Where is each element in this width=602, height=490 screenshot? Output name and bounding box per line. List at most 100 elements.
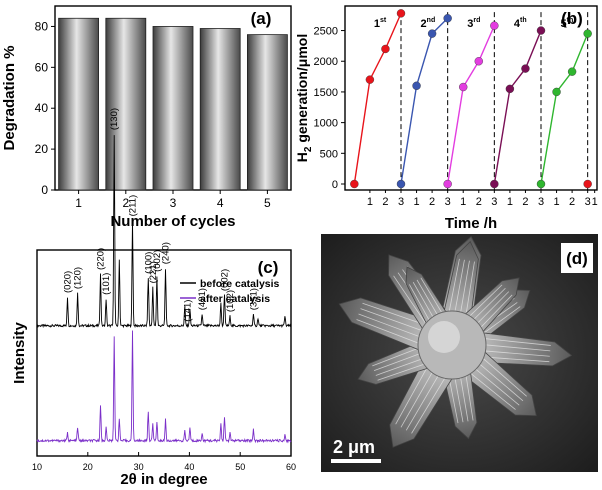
y-tick-label: 1000 — [314, 118, 338, 130]
x-axis-title: Time /h — [445, 215, 497, 232]
peak-label: (211) — [128, 195, 139, 216]
panel-a-chart: 1 2 3 4 5 0 20 40 60 80 Number of cycles Degradatio… — [1, 5, 292, 230]
data-point-3rd — [459, 82, 468, 92]
data-point-4th — [521, 64, 530, 73]
x-tick-label: 1 — [592, 196, 598, 208]
peak-label: (120) — [73, 267, 84, 289]
y-axis-title: Degradation % — [1, 45, 18, 150]
x-tick-label: 20 — [83, 462, 93, 472]
panel-c-tag: (c) — [258, 258, 279, 277]
peak-label: (240) — [161, 242, 172, 264]
bar-cycle-1 — [58, 17, 99, 191]
data-point-2nd — [396, 179, 406, 189]
x-tick-label: 3 — [398, 196, 404, 208]
bar-cycle-4 — [199, 28, 241, 191]
series-line-2nd — [400, 17, 449, 185]
data-point-1st — [396, 9, 406, 18]
x-tick-label: 2 — [569, 196, 575, 208]
cycle-label-3rd: 3rd — [467, 17, 480, 30]
peak-label: (102) — [225, 290, 236, 312]
y-tick-label: 2000 — [314, 56, 338, 68]
peak-label: (220) — [96, 248, 107, 270]
y-axis-title: Intensity — [11, 322, 28, 384]
y-tick-label: 0 — [41, 183, 48, 197]
x-tick-label: 50 — [235, 462, 245, 472]
panel-a-tag: (a) — [251, 9, 272, 28]
panel-d-tag-box — [561, 243, 593, 273]
panel-d-tag: (d) — [566, 249, 588, 268]
data-point-4th — [490, 179, 499, 189]
cycle-label-4th: 4th — [514, 17, 527, 30]
legend-label: after catalysis — [200, 293, 270, 305]
panel-b-frame — [344, 5, 598, 191]
x-tick-label: 1 — [367, 196, 373, 208]
x-tick-label: 3 — [491, 196, 497, 208]
cycle-label-2nd: 2nd — [421, 17, 436, 30]
x-tick-label: 3 — [445, 196, 451, 208]
panel-d-sem-image: (d) 2 μm — [321, 234, 598, 472]
data-point-5th — [552, 87, 561, 97]
y-tick-label: 60 — [35, 60, 49, 74]
panel-b-tag: (b) — [561, 9, 583, 28]
x-tick-label: 10 — [32, 462, 42, 472]
cycle-label-1st: 1st — [374, 17, 387, 30]
bar-cycle-2 — [105, 17, 147, 191]
data-point-3rd — [490, 21, 499, 30]
scale-bar-label: 2 μm — [333, 437, 375, 457]
data-point-2nd — [443, 14, 452, 23]
x-tick-label: 2 — [429, 196, 435, 208]
y-tick-label: 2500 — [314, 26, 338, 38]
series-line-3rd — [446, 25, 495, 185]
xrd-series-before — [36, 135, 292, 329]
x-tick-label: 4 — [217, 196, 224, 210]
x-tick-label: 2 — [382, 196, 388, 208]
data-point-4th — [536, 26, 546, 35]
x-tick-label: 1 — [460, 196, 466, 208]
x-tick-label: 1 — [413, 196, 419, 208]
panel-c-frame — [36, 249, 292, 457]
peak-label: (130) — [109, 108, 120, 130]
x-tick-label: 3 — [170, 196, 177, 210]
data-point-5th — [536, 179, 546, 189]
x-tick-label: 2 — [476, 196, 482, 208]
sem-flower-crystal — [338, 236, 573, 448]
legend-label: before catalysis — [200, 278, 280, 290]
x-tick-label: 60 — [286, 462, 296, 472]
peak-label: (100) — [143, 252, 154, 274]
x-tick-label: 1 — [75, 196, 82, 210]
peak-label: (002) — [219, 269, 230, 291]
peak-label: (351) — [248, 288, 259, 310]
data-point-2nd — [427, 29, 437, 38]
crystal-core-highlight — [428, 321, 460, 353]
series-line-1st — [353, 13, 402, 185]
x-tick-label: 1 — [507, 196, 513, 208]
data-point-1st — [381, 44, 390, 54]
bar-cycle-5 — [246, 34, 288, 191]
x-tick-label: 1 — [553, 196, 559, 208]
peak-label: (020) — [62, 271, 73, 293]
data-point-4th — [505, 84, 515, 94]
series-line-4th — [493, 30, 542, 185]
data-point-2nd — [412, 81, 421, 90]
peak-label: (221) — [148, 261, 159, 283]
peak-label: (421) — [197, 288, 208, 310]
x-tick-label: 5 — [264, 196, 271, 210]
y-tick-label: 500 — [320, 148, 338, 160]
series-line-5th — [540, 33, 589, 185]
peak-label: (101) — [101, 273, 112, 295]
y-tick-label: 1500 — [314, 87, 338, 99]
peak-label: (002) — [152, 250, 163, 272]
y-tick-label: 40 — [35, 101, 49, 115]
data-point-5th — [567, 67, 577, 76]
x-tick-label: 3 — [585, 196, 591, 208]
x-axis-title: 2θ in degree — [120, 471, 207, 488]
x-tick-label: 2 — [122, 196, 129, 210]
data-point-5th — [583, 29, 592, 38]
data-point-3rd — [443, 179, 452, 189]
x-tick-label: 2 — [522, 196, 528, 208]
y-axis-title: H2 generation/μmol — [294, 34, 314, 163]
x-tick-label: 3 — [538, 196, 544, 208]
